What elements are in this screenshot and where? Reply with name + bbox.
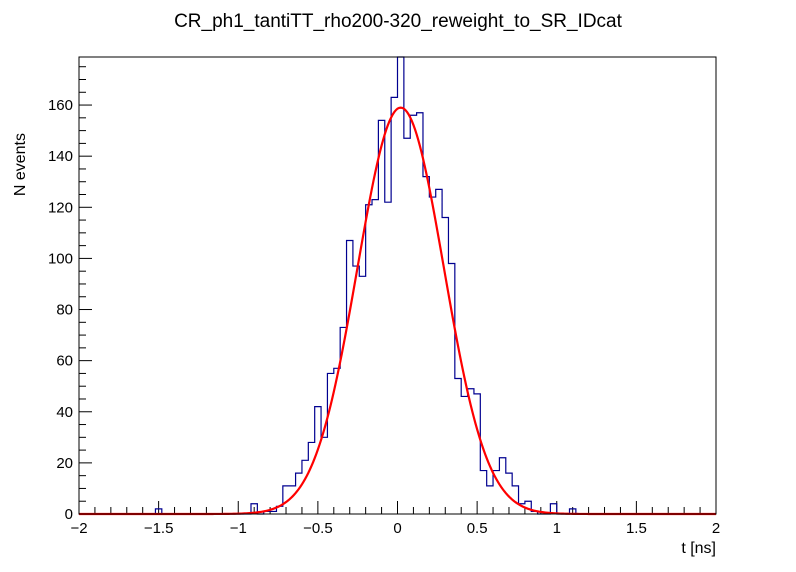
- histogram-bin: [391, 97, 397, 514]
- x-tick-label: −1.5: [144, 520, 174, 537]
- histogram-bin: [366, 205, 372, 514]
- histogram-bin: [398, 57, 404, 514]
- axis-ticks: [78, 66, 717, 515]
- gaussian-fit-curve: [79, 106, 716, 516]
- histogram-bin: [474, 394, 480, 514]
- y-tick-label: 80: [56, 302, 73, 319]
- x-axis-label: t [ns]: [681, 540, 716, 557]
- histogram-bin: [423, 177, 429, 514]
- x-tick-label: −2: [70, 520, 87, 537]
- histogram-bin: [321, 437, 327, 514]
- y-tick-label: 140: [48, 148, 73, 165]
- y-tick-label: 60: [56, 353, 73, 370]
- y-tick-label: 120: [48, 199, 73, 216]
- plot-frame: [78, 56, 717, 515]
- histogram-bin: [455, 379, 461, 514]
- histogram-bin: [359, 276, 365, 514]
- histogram-bin: [429, 197, 435, 514]
- x-tick-label: 1.5: [626, 520, 647, 537]
- histogram-bin: [347, 241, 353, 514]
- histogram-bin: [378, 120, 384, 514]
- histogram-bin: [480, 471, 486, 514]
- y-tick-label: 0: [65, 506, 73, 523]
- histogram-bin: [385, 202, 391, 514]
- x-tick-label: −1: [230, 520, 247, 537]
- x-tick-label: 0: [393, 520, 401, 537]
- histogram-bin: [302, 460, 308, 514]
- histogram-bin: [410, 115, 416, 514]
- histogram-bin: [404, 138, 410, 514]
- histogram-bin: [315, 407, 321, 514]
- y-tick-label: 100: [48, 250, 73, 267]
- histogram-bin: [461, 396, 467, 514]
- histogram-bin: [353, 266, 359, 514]
- y-axis-label: N events: [12, 133, 29, 196]
- tick-labels: −2 −1.5 −1 −0.5 0 0.5 1 1.5 20204060801001201401…: [48, 97, 720, 537]
- x-tick-label: −0.5: [303, 520, 333, 537]
- chart-title: CR_ph1_tantiTT_rho200-320_reweight_to_SR…: [174, 11, 623, 32]
- histogram-bin: [308, 442, 314, 514]
- histogram-bars: [155, 57, 575, 514]
- histogram-outline: [79, 56, 716, 515]
- y-tick-label: 20: [56, 455, 73, 472]
- y-tick-label: 40: [56, 404, 73, 421]
- x-tick-label: 2: [712, 520, 720, 537]
- histogram-bin: [487, 486, 493, 514]
- histogram-bin: [372, 200, 378, 514]
- x-tick-label: 1: [553, 520, 561, 537]
- y-tick-label: 160: [48, 97, 73, 114]
- histogram-bin: [417, 113, 423, 514]
- x-tick-label: 0.5: [467, 520, 488, 537]
